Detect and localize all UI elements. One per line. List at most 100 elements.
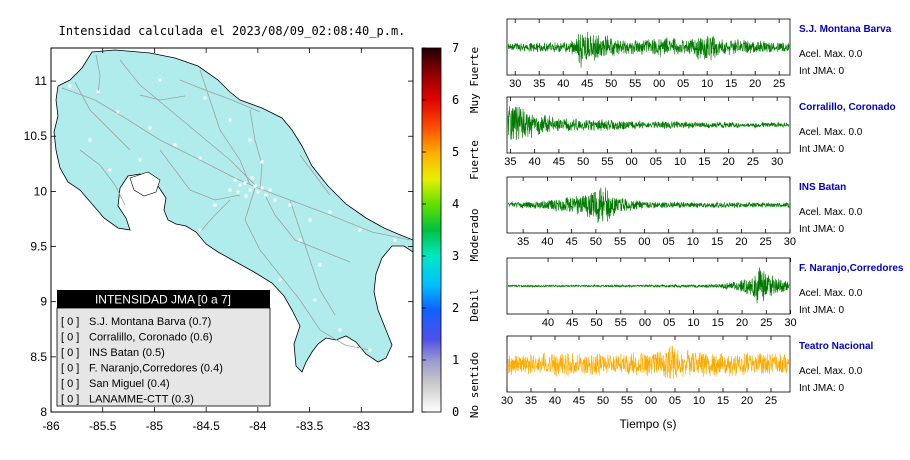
town-marker xyxy=(256,190,260,194)
road xyxy=(79,149,126,206)
seismogram-tick-label: 10 xyxy=(687,236,699,248)
town-marker xyxy=(288,203,292,207)
colorbar-tick-label: 5 xyxy=(452,145,459,159)
seismogram-tick-label: 55 xyxy=(601,156,613,168)
seismogram-tick-label: 45 xyxy=(573,395,585,407)
nicoya-gulf xyxy=(129,171,161,197)
town-marker xyxy=(313,298,317,302)
seismogram-tick-label: 55 xyxy=(615,317,627,329)
town-marker xyxy=(228,188,232,192)
seismogram-tick-label: 00 xyxy=(639,317,651,329)
seismogram-tick-label: 35 xyxy=(525,395,537,407)
road xyxy=(199,199,231,233)
seismogram-corralillo-coronado: 35 40 45 50 55 00 05 10 15 20 25 30 Corralillo, Coro… xyxy=(504,96,896,168)
seismogram-s-j-montana-barva: 30 35 40 45 50 55 00 05 10 15 20 25 S.J. Montana Bar… xyxy=(506,18,892,90)
road xyxy=(74,81,131,151)
town-marker xyxy=(248,188,252,192)
seismogram-tick-label: 50 xyxy=(577,156,589,168)
road xyxy=(299,154,331,196)
map-y-tick-label: 8 xyxy=(40,405,47,419)
station-name: S.J. Montana Barva xyxy=(799,24,892,35)
seismogram-tick-label: 55 xyxy=(614,236,626,248)
station-int-jma: Int JMA: 0 xyxy=(799,305,844,316)
road xyxy=(95,54,101,96)
town-markers xyxy=(68,78,397,352)
road xyxy=(119,59,256,186)
seismogram-tick-label: 25 xyxy=(765,395,777,407)
town-marker xyxy=(243,181,247,185)
town-marker xyxy=(264,193,268,197)
town-marker xyxy=(198,156,202,160)
map-panel: -86 -85.5 -85 -84.5 -84 -83.5 -83 8 8.5 9 9.5 10 10.… xyxy=(24,47,414,433)
road xyxy=(61,87,411,241)
seismogram-tick-label: 55 xyxy=(621,395,633,407)
seismogram-tick-label: 00 xyxy=(638,236,650,248)
seismogram-tick-label: 00 xyxy=(653,78,665,90)
town-marker xyxy=(88,138,92,142)
map-x-tick-label: -83 xyxy=(353,419,371,433)
legend-row-label: San Miguel (0.4) xyxy=(89,378,170,390)
colorbar-category-label: Fuerte xyxy=(468,140,481,180)
town-marker xyxy=(244,194,248,198)
seismogram-tick-label: 10 xyxy=(687,317,699,329)
town-marker xyxy=(318,263,322,267)
map-frame xyxy=(50,47,414,413)
station-acel-max: Acel. Max. 0.0 xyxy=(799,49,863,60)
legend-title-bar xyxy=(57,290,270,308)
legend-row-label: LANAMME-CTT (0.3) xyxy=(89,394,194,406)
seismogram-trace xyxy=(507,345,790,380)
seismogram-ins-batan: 35 40 45 50 55 00 05 10 15 20 25 30 INS Batan Acel. M… xyxy=(506,176,863,248)
station-acel-max: Acel. Max. 0.0 xyxy=(799,288,863,299)
station-int-jma: Int JMA: 0 xyxy=(799,224,844,235)
seismogram-tick-label: 40 xyxy=(529,156,541,168)
seismogram-trace xyxy=(507,106,790,140)
town-marker xyxy=(228,118,232,122)
town-marker xyxy=(308,218,312,222)
town-marker xyxy=(138,158,142,162)
town-marker xyxy=(338,328,342,332)
seismogram-tick-label: 25 xyxy=(747,156,759,168)
seismogram-tick-label: 20 xyxy=(736,317,748,329)
colorbar-tick-label: 6 xyxy=(452,93,459,107)
colorbar-tick-label: 3 xyxy=(452,249,459,263)
road xyxy=(159,149,241,201)
town-marker xyxy=(233,178,237,182)
map-axis-ticks: -86 -85.5 -85 -84.5 -84 -83.5 -83 8 8.5 9 9.5 10 10.… xyxy=(24,48,413,433)
station-name: INS Batan xyxy=(799,182,846,193)
station-name: F. Naranjo,Corredores xyxy=(799,263,904,274)
road xyxy=(289,199,336,316)
station-acel-max: Acel. Max. 0.0 xyxy=(799,127,863,138)
map-y-tick-label: 9.5 xyxy=(30,240,47,254)
map-y-tick-label: 10 xyxy=(34,184,48,198)
colorbar-tick-label: 4 xyxy=(452,197,459,211)
map-y-tick-label: 11 xyxy=(35,74,48,88)
costa-rica-landmass xyxy=(53,49,413,373)
legend-row-code: [ 0 ] xyxy=(61,394,79,406)
road xyxy=(244,187,371,351)
town-marker xyxy=(298,238,302,242)
legend-row-label: F. Naranjo,Corredores (0.4) xyxy=(89,363,223,375)
town-marker xyxy=(248,138,252,142)
seismogram-tick-label: 30 xyxy=(784,317,796,329)
seismogram-tick-label: 10 xyxy=(674,156,686,168)
town-marker xyxy=(260,186,264,190)
seismogram-tick-label: 10 xyxy=(693,395,705,407)
seismogram-trace xyxy=(507,31,790,68)
town-marker xyxy=(353,343,357,347)
road xyxy=(199,69,251,186)
x-axis-label: Tiempo (s) xyxy=(620,417,677,431)
seismogram-tick-label: 40 xyxy=(542,317,554,329)
seismogram-tick-label: 40 xyxy=(549,395,561,407)
town-marker xyxy=(108,168,112,172)
station-int-jma: Int JMA: 0 xyxy=(799,383,844,394)
town-marker xyxy=(68,84,72,88)
seismogram-teatro-nacional: 30 35 40 45 50 55 00 05 10 15 20 25 Teatro Nacional A… xyxy=(501,335,873,407)
seismogram-f-naranjo-corredores: 40 45 50 55 00 05 10 15 20 25 30 F. Naranjo,Corredo… xyxy=(506,257,904,329)
town-marker xyxy=(260,160,264,164)
map-x-tick-label: -84 xyxy=(249,419,267,433)
legend-row-label: S.J. Montana Barva (0.7) xyxy=(89,316,211,328)
station-acel-max: Acel. Max. 0.0 xyxy=(799,366,863,377)
map-x-tick-label: -83.5 xyxy=(296,419,324,433)
map-y-tick-label: 10.5 xyxy=(24,129,48,143)
seismogram-tick-label: 20 xyxy=(723,156,735,168)
